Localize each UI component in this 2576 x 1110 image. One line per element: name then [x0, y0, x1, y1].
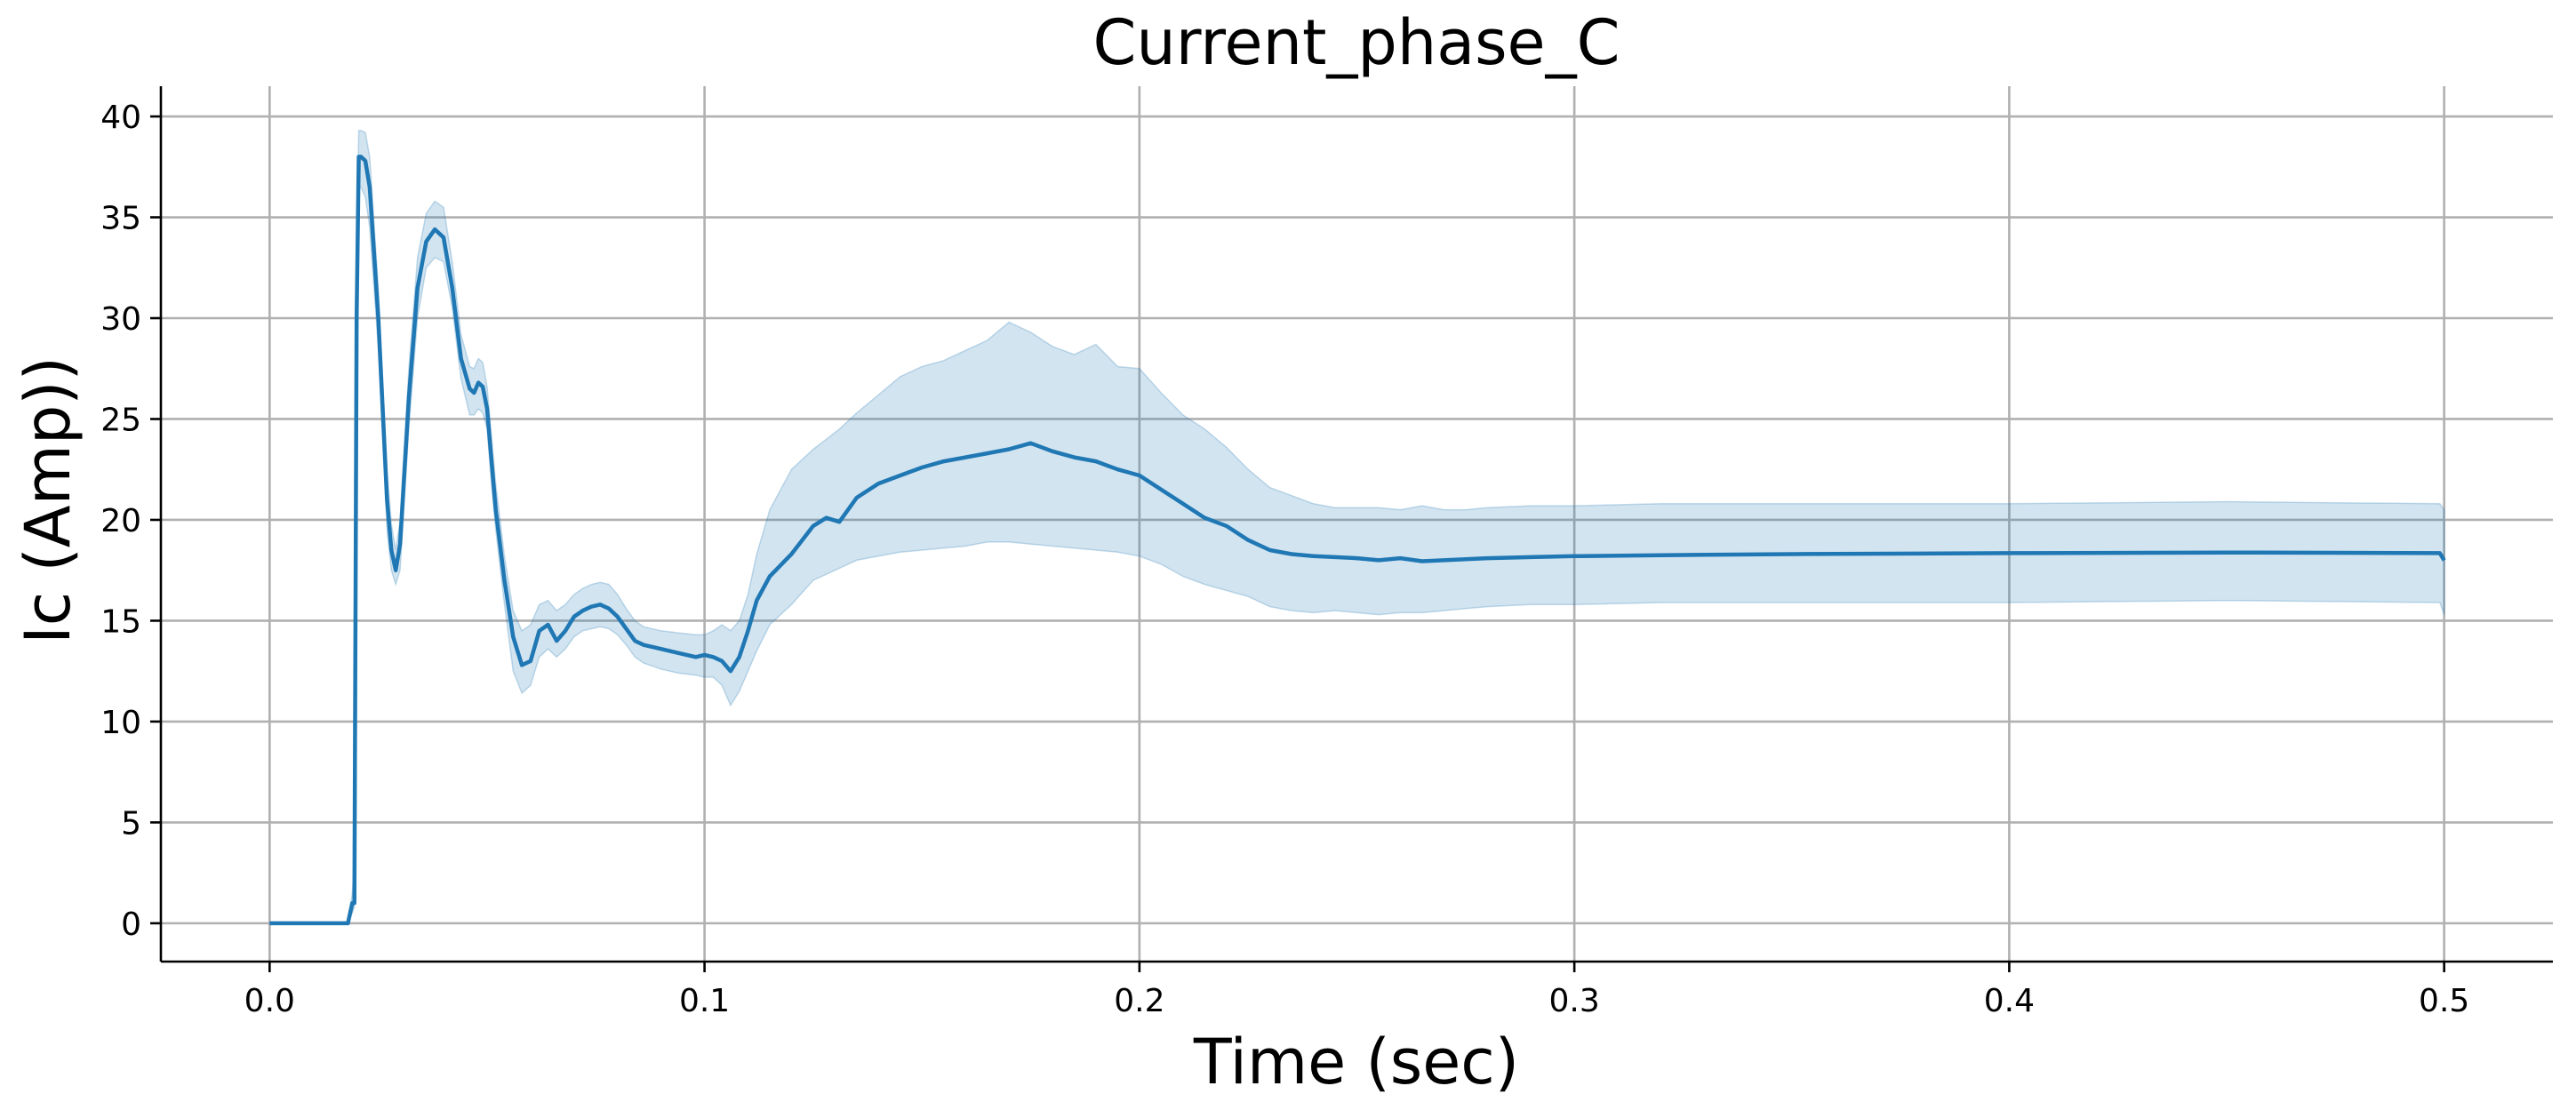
grid: [161, 86, 2553, 962]
x-tick-label: 0.4: [1984, 983, 2035, 1019]
y-tick-label: 15: [100, 603, 141, 640]
y-axis-ticks: 0 5 10 15 20 25 30 35 40: [100, 100, 161, 943]
chart-title: Current_phase_C: [1092, 6, 1620, 79]
y-tick-label: 5: [121, 805, 141, 842]
y-tick-label: 25: [100, 402, 141, 438]
x-tick-label: 0.5: [2419, 983, 2469, 1019]
axes: [159, 86, 2553, 963]
x-tick-label: 0.2: [1114, 983, 1164, 1019]
y-tick-label: 0: [121, 906, 141, 943]
y-tick-label: 30: [100, 301, 141, 338]
y-tick-label: 10: [100, 705, 141, 741]
y-tick-label: 20: [100, 503, 141, 539]
y-axis-label: Ic (Amp)): [12, 356, 84, 644]
confidence-band: [269, 130, 2445, 924]
x-axis-ticks: 0.0 0.1 0.2 0.3 0.4 0.5: [244, 962, 2469, 1019]
x-tick-label: 0.3: [1549, 983, 1600, 1019]
y-tick-label: 40: [100, 100, 141, 136]
x-tick-label: 0.0: [244, 983, 295, 1019]
series-line-layer: [269, 155, 2446, 926]
confidence-band-layer: [269, 130, 2445, 924]
series-line: [269, 155, 2446, 926]
x-axis-label: Time (sec): [1193, 1026, 1519, 1098]
y-tick-label: 35: [100, 201, 141, 237]
x-tick-label: 0.1: [679, 983, 730, 1019]
